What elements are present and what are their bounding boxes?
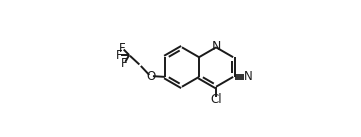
- Text: O: O: [147, 70, 156, 83]
- Text: N: N: [244, 70, 252, 83]
- Text: N: N: [212, 40, 221, 53]
- Text: F: F: [121, 57, 128, 70]
- Text: Cl: Cl: [210, 93, 222, 106]
- Text: F: F: [119, 42, 126, 55]
- Text: F: F: [116, 48, 123, 62]
